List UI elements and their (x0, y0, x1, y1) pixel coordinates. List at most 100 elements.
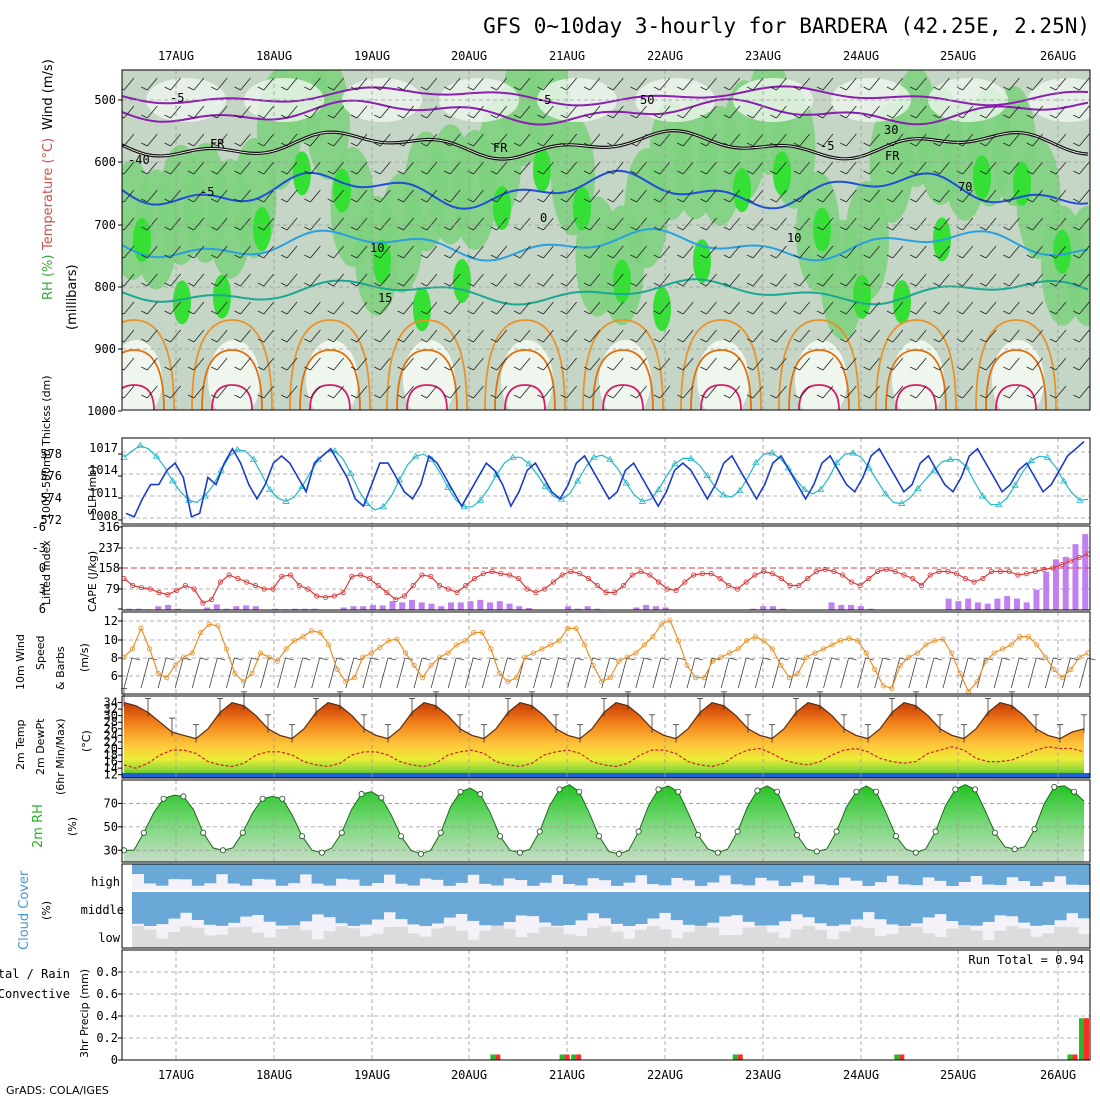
wind-barb (123, 385, 135, 399)
wind-barb-flag (467, 338, 474, 343)
cloud-middle-bar (395, 892, 408, 920)
cloud-low-bar (970, 930, 983, 948)
wind-barb-flag (583, 254, 591, 259)
wind-barb (496, 329, 508, 343)
wind-barb (473, 161, 484, 175)
wind-barb-flag (1073, 114, 1080, 119)
wind-barb (216, 273, 228, 287)
wind-barb-flag (816, 114, 824, 119)
wind-barb-flag (234, 86, 241, 91)
wind-barb (449, 301, 461, 315)
wind10m-barb (191, 657, 201, 689)
precip-frame (121, 949, 1091, 1061)
wind-barb (892, 273, 904, 287)
wind-barb-flag (1049, 282, 1057, 287)
lifted-marker (875, 568, 881, 575)
cape-bar (350, 606, 357, 610)
cloud-high-bar (802, 864, 816, 876)
wind-barb-flag (1073, 198, 1080, 203)
wind-barb (636, 301, 647, 315)
wind-barb-flag (607, 338, 614, 343)
lifted-marker (962, 575, 968, 582)
wind-barb-flag (350, 226, 358, 231)
wind-barb-flag (653, 198, 661, 203)
axis-tick-label: 600 (94, 155, 116, 169)
wind-barb-flag (350, 310, 358, 315)
axis-tick-label: -6 (32, 520, 46, 534)
wind10m-marker (633, 650, 639, 656)
wind-barb (1032, 161, 1044, 175)
wind-barb-flag (420, 170, 428, 175)
cloud-low-bar (599, 926, 612, 948)
day-label-bottom: 17AUG (158, 1068, 194, 1082)
cloud-high-bar (359, 864, 372, 886)
contour-label: -5 (820, 139, 834, 153)
precip-rain-bar (1072, 1054, 1078, 1060)
wind-barb (356, 217, 368, 231)
cloud-unit: (%) (40, 901, 53, 920)
rh2m-marker (952, 786, 959, 793)
wind-barb-flag (513, 170, 521, 175)
wind10m-marker (667, 617, 673, 623)
wind-barb-flag (164, 198, 171, 203)
wind10m-barb (533, 657, 542, 689)
cloud-middle-bar (634, 892, 648, 925)
wind-barb (519, 245, 531, 259)
cloud-high-bar (587, 864, 600, 879)
wind-barb-flag (746, 338, 754, 343)
lifted-marker (1032, 568, 1039, 575)
wind-barb-flag (607, 86, 614, 91)
wind-barb-flag (211, 226, 218, 231)
precip-panel: 0.80.60.40.20 Run Total = 0.94 Total / R… (0, 949, 1091, 1067)
wind-barb (146, 301, 158, 315)
wind10m-marker (274, 658, 281, 664)
thickness-marker (363, 499, 371, 506)
wind-barb (496, 133, 508, 147)
wind-barb-flag (560, 114, 567, 119)
cloud-high-bar (455, 864, 468, 883)
cape-tick-label: 237 (98, 541, 120, 555)
thickness-marker (800, 485, 809, 492)
wind-barb-flag (122, 256, 125, 259)
cloud-high-bar (143, 864, 157, 884)
lifted-marker (699, 570, 706, 577)
wind-barb-flag (467, 170, 474, 175)
wind-barb-flag (280, 282, 288, 287)
cloud-low-bar (958, 926, 971, 948)
wind-barb-flag (257, 142, 264, 147)
wind-barb-flag (1003, 310, 1010, 315)
wind10m-label: 10m Wind (14, 634, 27, 690)
day-label-bottom: 21AUG (549, 1068, 585, 1082)
wind-barb (845, 161, 857, 175)
thickness-marker (249, 455, 258, 462)
wind10m-marker (872, 666, 878, 673)
bottom-day-axis: 17AUG 18AUG 19AUG 20AUG 21AUG 22AUG 23AUG 24AUG… (158, 1068, 1076, 1082)
cloud-low-bar (850, 926, 863, 948)
temperature-label: Temperature (°C) (41, 138, 56, 251)
lifted-marker (533, 589, 539, 596)
wind-barb-flag (910, 282, 917, 287)
cloud-frame (121, 863, 1091, 949)
axis-tick-label: 6 (39, 602, 46, 616)
wind-barb-flag (280, 226, 288, 231)
lifted-marker (927, 572, 933, 578)
wind-barb (193, 301, 205, 315)
wind-barb (892, 329, 904, 343)
upper-left-label: RH (%) Temperature (°C) Wind (m/s) (41, 59, 56, 300)
wind-barb-flag (560, 394, 567, 399)
wind-barb (706, 273, 717, 287)
wind-barb (566, 161, 578, 175)
wind-barb-flag (1026, 254, 1033, 259)
cape-bar (496, 601, 503, 610)
wind-barb-flag (700, 142, 707, 147)
wind-barb-flag (1026, 226, 1033, 231)
wind10m-barb (294, 657, 304, 689)
wind10m-marker (1059, 674, 1066, 681)
cloud-high-bar (431, 864, 444, 880)
wind-barb (449, 105, 461, 119)
boundary-layer-arc (680, 319, 762, 410)
wind-barb-flag (653, 254, 661, 259)
lifted-marker (244, 579, 250, 585)
wind10m-marker (616, 658, 622, 664)
